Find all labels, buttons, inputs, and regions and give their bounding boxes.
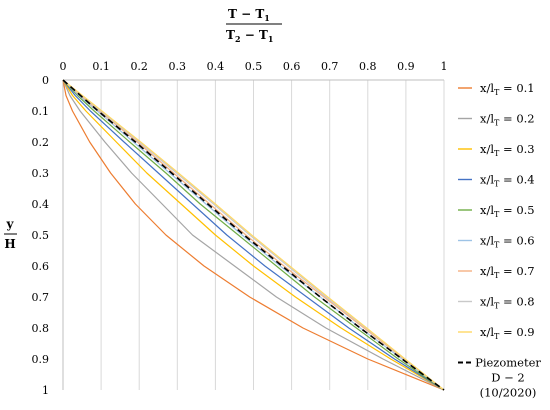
y-axis-label: y H bbox=[4, 217, 17, 251]
legend-label-line: Piezometer bbox=[475, 356, 541, 370]
y-tick-label: 0.7 bbox=[32, 291, 50, 304]
y-tick-label: 1 bbox=[42, 384, 49, 397]
y-tick-label: 0.5 bbox=[32, 229, 50, 242]
legend: x/lT = 0.1 x/lT = 0.2 x/lT = 0.3 x/lT = 0.4… bbox=[458, 81, 541, 400]
legend-item-7: x/lT = 0.7 bbox=[458, 264, 535, 280]
legend-item-6: x/lT = 0.6 bbox=[458, 234, 535, 250]
ylabel-denominator: H bbox=[4, 237, 15, 251]
legend-label: x/lT = 0.4 bbox=[480, 173, 535, 189]
x-tick-label: 0.1 bbox=[92, 60, 110, 73]
x-tick-label: 0.3 bbox=[169, 60, 187, 73]
x-tick-label: 0.6 bbox=[283, 60, 301, 73]
series bbox=[62, 79, 445, 391]
x-tick-label: 0.9 bbox=[397, 60, 415, 73]
y-tick-label: 0.4 bbox=[32, 198, 50, 211]
y-tick-label: 0.3 bbox=[32, 167, 50, 180]
y-tick-label: 0.9 bbox=[32, 353, 50, 366]
legend-item-3: x/lT = 0.3 bbox=[458, 142, 535, 158]
x-tick-label: 0.5 bbox=[245, 60, 263, 73]
series-line-5 bbox=[62, 79, 445, 391]
legend-label: x/lT = 0.7 bbox=[480, 264, 535, 280]
legend-item-4: x/lT = 0.4 bbox=[458, 173, 535, 189]
series-line-2 bbox=[62, 79, 445, 391]
ylabel-numerator: y bbox=[6, 217, 15, 231]
series-line-4 bbox=[62, 79, 445, 391]
legend-item-1: x/lT = 0.1 bbox=[458, 81, 535, 97]
x-tick-label: 0.8 bbox=[359, 60, 377, 73]
legend-label: x/lT = 0.3 bbox=[480, 142, 535, 158]
x-tick-label: 0 bbox=[60, 60, 67, 73]
legend-label-line: (10/2020) bbox=[480, 386, 537, 400]
legend-label: x/lT = 0.9 bbox=[480, 325, 535, 341]
legend-label: x/lT = 0.1 bbox=[480, 81, 535, 97]
title-denominator: T2 − T1 bbox=[226, 28, 273, 44]
chart-title: T − T1 T2 − T1 bbox=[226, 7, 282, 44]
y-tick-label: 0.2 bbox=[32, 136, 50, 149]
legend-item-8: x/lT = 0.8 bbox=[458, 295, 535, 311]
x-tick-label: 1 bbox=[441, 60, 448, 73]
y-tick-label: 0.8 bbox=[32, 322, 50, 335]
legend-item-9: x/lT = 0.9 bbox=[458, 325, 535, 341]
y-tick-label: 0.6 bbox=[32, 260, 50, 273]
x-tick-label: 0.4 bbox=[207, 60, 225, 73]
y-axis-ticks: 0 0.1 0.2 0.3 0.4 0.5 0.6 0.7 0.8 0.9 1 bbox=[32, 74, 50, 397]
series-line-9 bbox=[62, 79, 445, 391]
x-axis-ticks: 0 0.1 0.2 0.3 0.4 0.5 0.6 0.7 0.8 0.9 1 bbox=[60, 60, 448, 73]
series-line-piezometer bbox=[62, 79, 445, 391]
legend-label-line: D − 2 bbox=[491, 371, 524, 385]
legend-label: x/lT = 0.5 bbox=[480, 203, 535, 219]
legend-label: x/lT = 0.8 bbox=[480, 295, 535, 311]
x-tick-label: 0.2 bbox=[130, 60, 148, 73]
legend-item-5: x/lT = 0.5 bbox=[458, 203, 535, 219]
axes bbox=[62, 79, 444, 390]
legend-label: x/lT = 0.2 bbox=[480, 112, 535, 128]
y-tick-label: 0.1 bbox=[32, 105, 50, 118]
title-numerator: T − T1 bbox=[228, 7, 270, 23]
legend-item-2: x/lT = 0.2 bbox=[458, 112, 535, 128]
legend-label: x/lT = 0.6 bbox=[480, 234, 535, 250]
x-tick-label: 0.7 bbox=[321, 60, 339, 73]
series-line-3 bbox=[62, 79, 445, 391]
series-line-1 bbox=[62, 79, 445, 391]
y-tick-label: 0 bbox=[42, 74, 49, 87]
